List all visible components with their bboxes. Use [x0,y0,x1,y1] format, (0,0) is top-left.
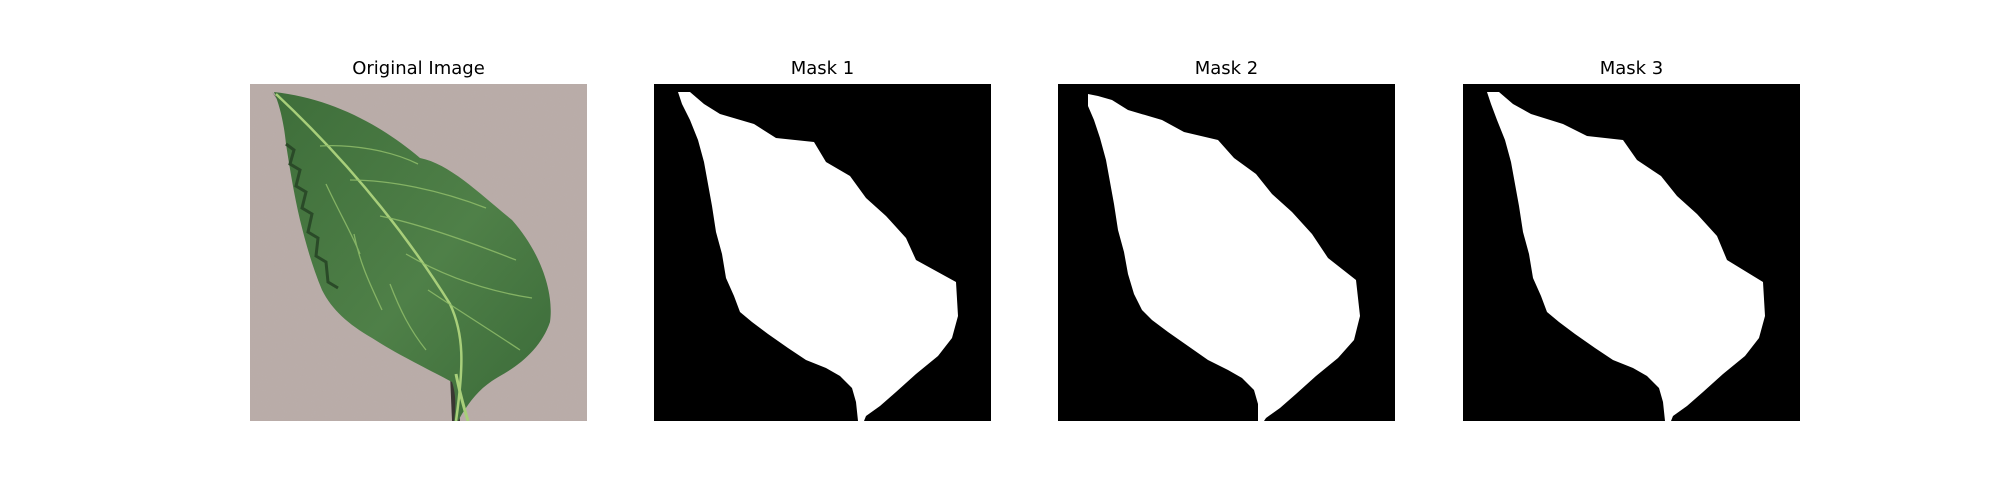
panel-mask-2: Mask 2 [1058,0,1395,500]
leaf-side-veins [319,145,533,351]
panel-title-mask-2: Mask 2 [1194,58,1259,79]
mask-1-image [654,84,991,421]
panel-original: Original Image [250,0,587,500]
mask-foreground [1487,92,1765,421]
leaf-serration [285,142,339,290]
mask-foreground [678,92,958,421]
mask-foreground [1088,94,1360,421]
mask-2-image [1058,84,1395,421]
original-leaf-image [250,84,587,421]
leaf-midrib [275,93,463,421]
panel-title-original: Original Image [352,58,485,79]
panel-mask-3: Mask 3 [1463,0,1800,500]
leaf-body [274,92,551,421]
mask-3-image [1463,84,1800,421]
panel-title-mask-1: Mask 1 [790,58,855,79]
panel-title-mask-3: Mask 3 [1599,58,1664,79]
leaf-stem [454,373,470,421]
panel-mask-1: Mask 1 [654,0,991,500]
